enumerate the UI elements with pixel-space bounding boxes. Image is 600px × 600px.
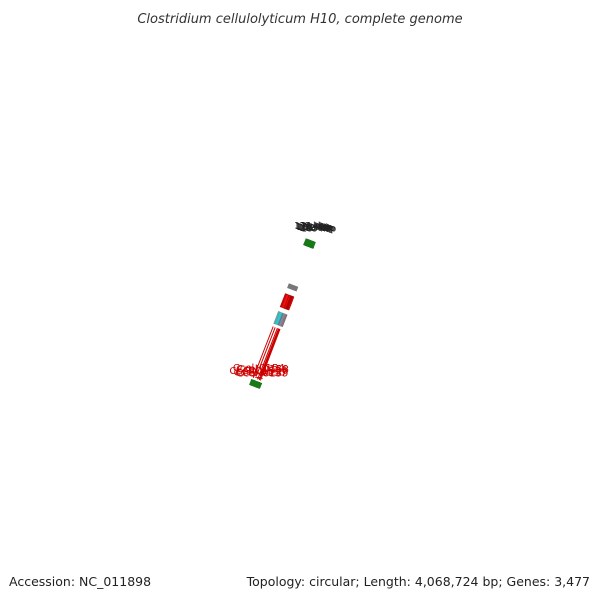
gene-label-leader [260,328,280,377]
genome-summary-text: Topology: circular; Length: 4,068,724 bp… [246,574,590,589]
kbp-label: 184 kbp [301,224,336,234]
kbp-label: 185 kbp [301,225,336,235]
kbp-label: 183 kbp [300,224,335,234]
map-title: Clostridium cellulolyticum H10, complete… [137,12,462,27]
kbp-label: 178 kbp [295,222,330,232]
kbp-label: 180 kbp [297,223,332,233]
backbone-layer [287,283,299,292]
gene-label-layer: Ccel_0153Ccel_0154Ccel_0155Ccel_0156Ccel… [229,326,289,381]
gene-label-leader [259,328,279,377]
kbp-label: 182 kbp [299,224,334,234]
tick-layer [249,238,316,389]
cds-arrow [287,296,295,311]
gene-label-leader [257,327,278,380]
gene-label-leader [259,328,281,381]
kbp-label: 179 kbp [296,222,331,232]
kbp-label: 177 kbp [294,222,329,232]
gene-block [281,314,288,328]
gene-label: Ccel_0159 [236,369,288,380]
gene-layer [273,311,288,328]
gene-label: Ccel_0158 [237,365,289,376]
backbone-track [287,283,299,292]
gene-label: Ccel_0156 [236,364,288,375]
inner-tick-mark [311,246,315,249]
gene-label-leader [256,327,276,375]
gene-label: Ccel_0154 [233,363,285,374]
kbp-label: 181 kbp [298,223,333,233]
gene-label: Ccel_0157 [235,368,287,379]
cds-layer [279,293,295,311]
accession-text: Accession: NC_011898 [9,574,151,589]
gene-label-leader [252,326,274,378]
gene-label: Ccel_0153 [229,366,281,377]
gene-label: Ccel_0155 [234,367,286,378]
